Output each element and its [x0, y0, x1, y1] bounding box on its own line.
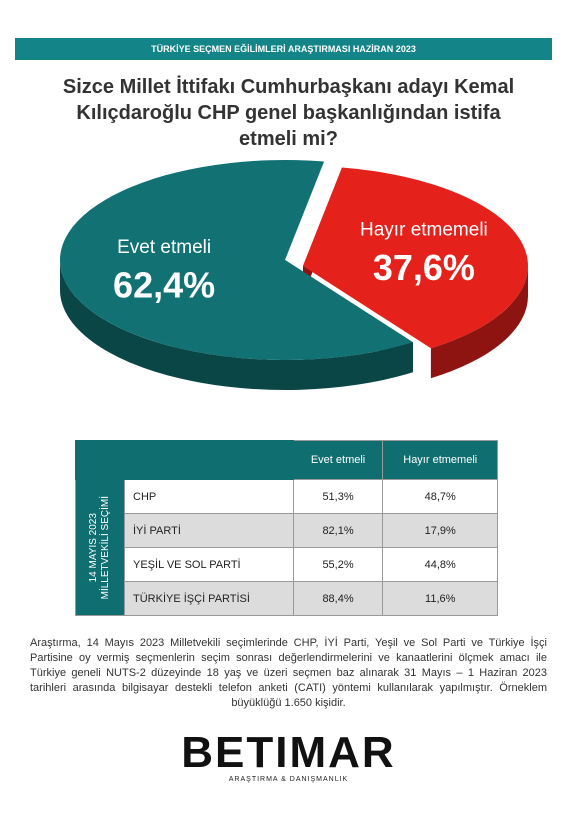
row-label: İYİ PARTİ [124, 513, 294, 548]
table-row: YEŞİL VE SOL PARTİ 55,2% 44,8% [76, 547, 498, 582]
logo-tagline: ARAŞTIRMA & DANIŞMANLIK [228, 776, 349, 783]
table-row: TÜRKİYE İŞÇİ PARTİSİ 88,4% 11,6% [76, 581, 498, 616]
table-row: 14 MAYIS 2023 MİLLETVEKİLİ SEÇİMİ CHP 51,3%… [75, 479, 498, 616]
table-header: Evet etmeli Hayır etmemeli [75, 440, 498, 480]
chart-title: Sizce Millet İttifakı Cumhurbaşkanı aday… [62, 76, 515, 150]
column-header: Hayır etmemeli [382, 440, 498, 480]
column-header: Evet etmeli [292, 440, 384, 480]
value-cell: 48,7% [382, 479, 498, 514]
table-row: İYİ PARTİ 82,1% 17,9% [76, 513, 498, 548]
slice-depth [430, 266, 528, 379]
results-table: Evet etmeli Hayır etmemeli 14 MAYIS 2023… [75, 440, 498, 616]
value-cell: 51,3% [292, 479, 384, 514]
header-banner: TÜRKİYE SEÇMEN EĞİLİMLERİ ARAŞTIRMASI HA… [15, 38, 552, 60]
chart: Hayır etmemeli 37,6% Evet etmeli 62,4% [59, 159, 528, 390]
footnote: Araştırma, 14 Mayıs 2023 Milletvekili se… [30, 637, 547, 709]
row-label: TÜRKİYE İŞÇİ PARTİSİ [124, 581, 294, 616]
pie-slice [303, 167, 528, 349]
value-cell: 44,8% [382, 547, 498, 582]
value-cell: 55,2% [292, 547, 384, 582]
row-label: CHP [124, 479, 294, 514]
value-cell: 11,6% [382, 581, 498, 616]
slice-category-label: Hayır etmemeli [360, 219, 488, 240]
side-label-line: MİLLETVEKİLİ SEÇİMİ [100, 495, 111, 600]
slice-value-label: 37,6% [373, 247, 475, 288]
row-label: YEŞİL VE SOL PARTİ [124, 547, 294, 582]
value-cell: 82,1% [292, 513, 384, 548]
value-cell: 88,4% [292, 581, 384, 616]
logo: BETIMAR ARAŞTIRMA & DANIŞMANLIK [0, 728, 577, 784]
logo-name: BETIMAR [181, 728, 396, 777]
side-label: 14 MAYIS 2023 MİLLETVEKİLİ SEÇİMİ [88, 496, 112, 599]
corner-cell [75, 440, 294, 480]
slice-depth [60, 260, 413, 390]
value-cell: 17,9% [382, 513, 498, 548]
slice-value-label: 62,4% [113, 264, 215, 305]
side-label-cell: 14 MAYIS 2023 MİLLETVEKİLİ SEÇİMİ [75, 479, 125, 616]
pie-slice [59, 159, 413, 360]
side-label-line: 14 MAYIS 2023 [88, 512, 99, 583]
slice-category-label: Evet etmeli [117, 237, 211, 258]
